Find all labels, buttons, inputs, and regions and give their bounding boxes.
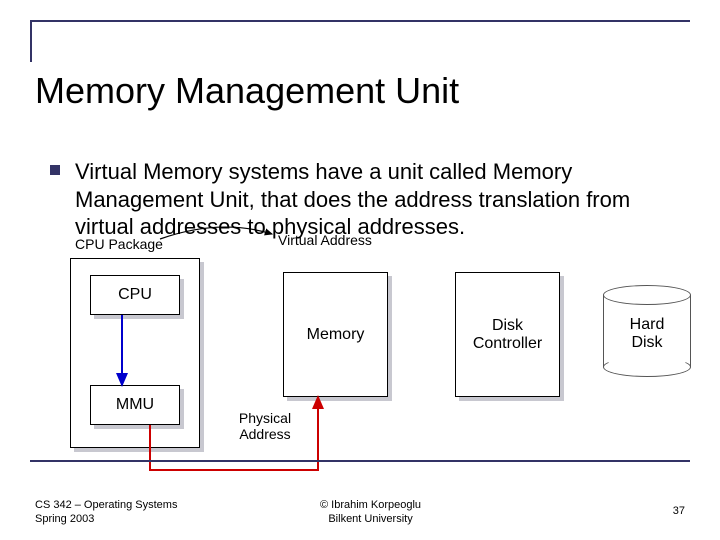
course-term: Spring 2003	[35, 512, 177, 526]
virtual-address-label: Virtual Address	[278, 232, 372, 248]
disk-controller-box: Disk Controller	[455, 272, 560, 397]
slide-title: Memory Management Unit	[35, 70, 459, 112]
footer-left: CS 342 – Operating Systems Spring 2003	[35, 498, 177, 527]
course-code: CS 342 – Operating Systems	[35, 498, 177, 512]
page-number: 37	[673, 505, 685, 517]
university: Bilkent University	[320, 512, 421, 526]
cpu-package-label: CPU Package	[75, 236, 163, 252]
footer-center: © Ibrahim Korpeoglu Bilkent University	[320, 498, 421, 527]
cpu-box: CPU	[90, 275, 180, 315]
title-rule	[30, 20, 690, 62]
hard-disk-label: Hard Disk	[610, 316, 684, 352]
mmu-box: MMU	[90, 385, 180, 425]
physical-address-label: Physical Address	[225, 410, 305, 442]
body-text: Virtual Memory systems have a unit calle…	[75, 158, 685, 241]
baseline-rule	[30, 460, 690, 462]
bullet-icon	[50, 165, 60, 175]
copyright: © Ibrahim Korpeoglu	[320, 498, 421, 512]
memory-box: Memory	[283, 272, 388, 397]
